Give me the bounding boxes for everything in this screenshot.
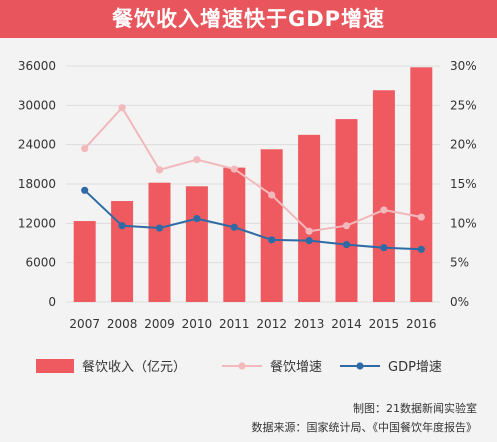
line-dining-growth [83,106,422,233]
x-tick-label: 2007 [69,317,100,331]
legend-swatch-bar [36,359,74,373]
point-dining-growth [268,191,276,199]
x-tick-label: 2014 [331,317,362,331]
point-dining-growth [380,206,388,214]
bar-dining-revenue [335,119,358,302]
legend-label-dining-revenue: 餐饮收入（亿元） [82,359,186,375]
point-dining-growth [81,145,89,153]
point-dining-growth [118,104,126,112]
bar-dining-revenue [223,167,246,302]
point-gdp-growth [81,186,89,194]
x-tick-label: 2011 [219,317,250,331]
point-dining-growth [305,227,313,235]
x-tick-label: 2008 [107,317,138,331]
point-gdp-growth [417,245,425,253]
y-left-tick-label: 24000 [18,138,56,152]
y-left-tick-label: 12000 [18,216,56,230]
line-gdp-growth [84,189,422,251]
point-dining-growth [155,166,164,174]
bar-dining-revenue [260,149,283,302]
legend-label-dining-growth: 餐饮增速 [270,359,322,375]
credit-source: 数据来源：国家统计局、《中国餐饮年度报告》 [251,421,478,434]
point-gdp-growth [268,236,276,244]
bar-dining-revenue [410,67,433,302]
point-gdp-growth [230,223,238,231]
point-dining-growth [193,156,201,164]
y-right-tick-label: 0% [450,295,469,309]
bar-dining-revenue [148,182,171,302]
credit-author: 制图：21数据新闻实验室 [353,402,477,415]
y-right-tick-label: 15% [450,177,477,191]
y-right-tick-label: 30% [450,59,477,73]
bar-dining-revenue [111,201,134,302]
point-gdp-growth [380,244,388,252]
bar-dining-revenue [185,186,208,302]
y-right-tick-label: 20% [450,138,477,152]
point-gdp-growth [155,224,164,232]
bar-dining-revenue [73,221,96,302]
y-right-tick-label: 10% [450,216,477,230]
title-banner [0,0,497,38]
x-tick-label: 2012 [256,317,287,331]
legend-label-gdp-growth: GDP增速 [388,360,442,375]
point-gdp-growth [118,222,126,230]
x-tick-label: 2015 [369,317,400,331]
y-left-tick-label: 0 [48,295,56,309]
point-gdp-growth [193,215,201,223]
point-dining-growth [230,165,238,173]
x-tick-label: 2009 [144,317,175,331]
x-tick-label: 2010 [182,317,213,331]
point-dining-growth [342,222,351,230]
bar-dining-revenue [298,134,321,302]
point-gdp-growth [305,237,313,245]
y-left-tick-label: 6000 [25,256,56,270]
bar-dining-revenue [372,90,395,302]
point-gdp-growth [342,240,351,249]
x-tick-label: 2013 [294,317,325,331]
y-left-tick-label: 18000 [18,177,56,191]
y-left-tick-label: 30000 [18,98,56,112]
y-right-tick-label: 25% [450,98,477,112]
y-left-tick-label: 36000 [18,59,56,73]
chart-title: 餐饮收入增速快于GDP增速 [111,7,386,31]
legend-marker-dining-growth [238,362,246,370]
y-right-tick-label: 5% [450,256,469,270]
legend-marker-gdp-growth [356,362,364,370]
point-dining-growth [417,213,425,221]
x-tick-label: 2016 [406,317,437,331]
